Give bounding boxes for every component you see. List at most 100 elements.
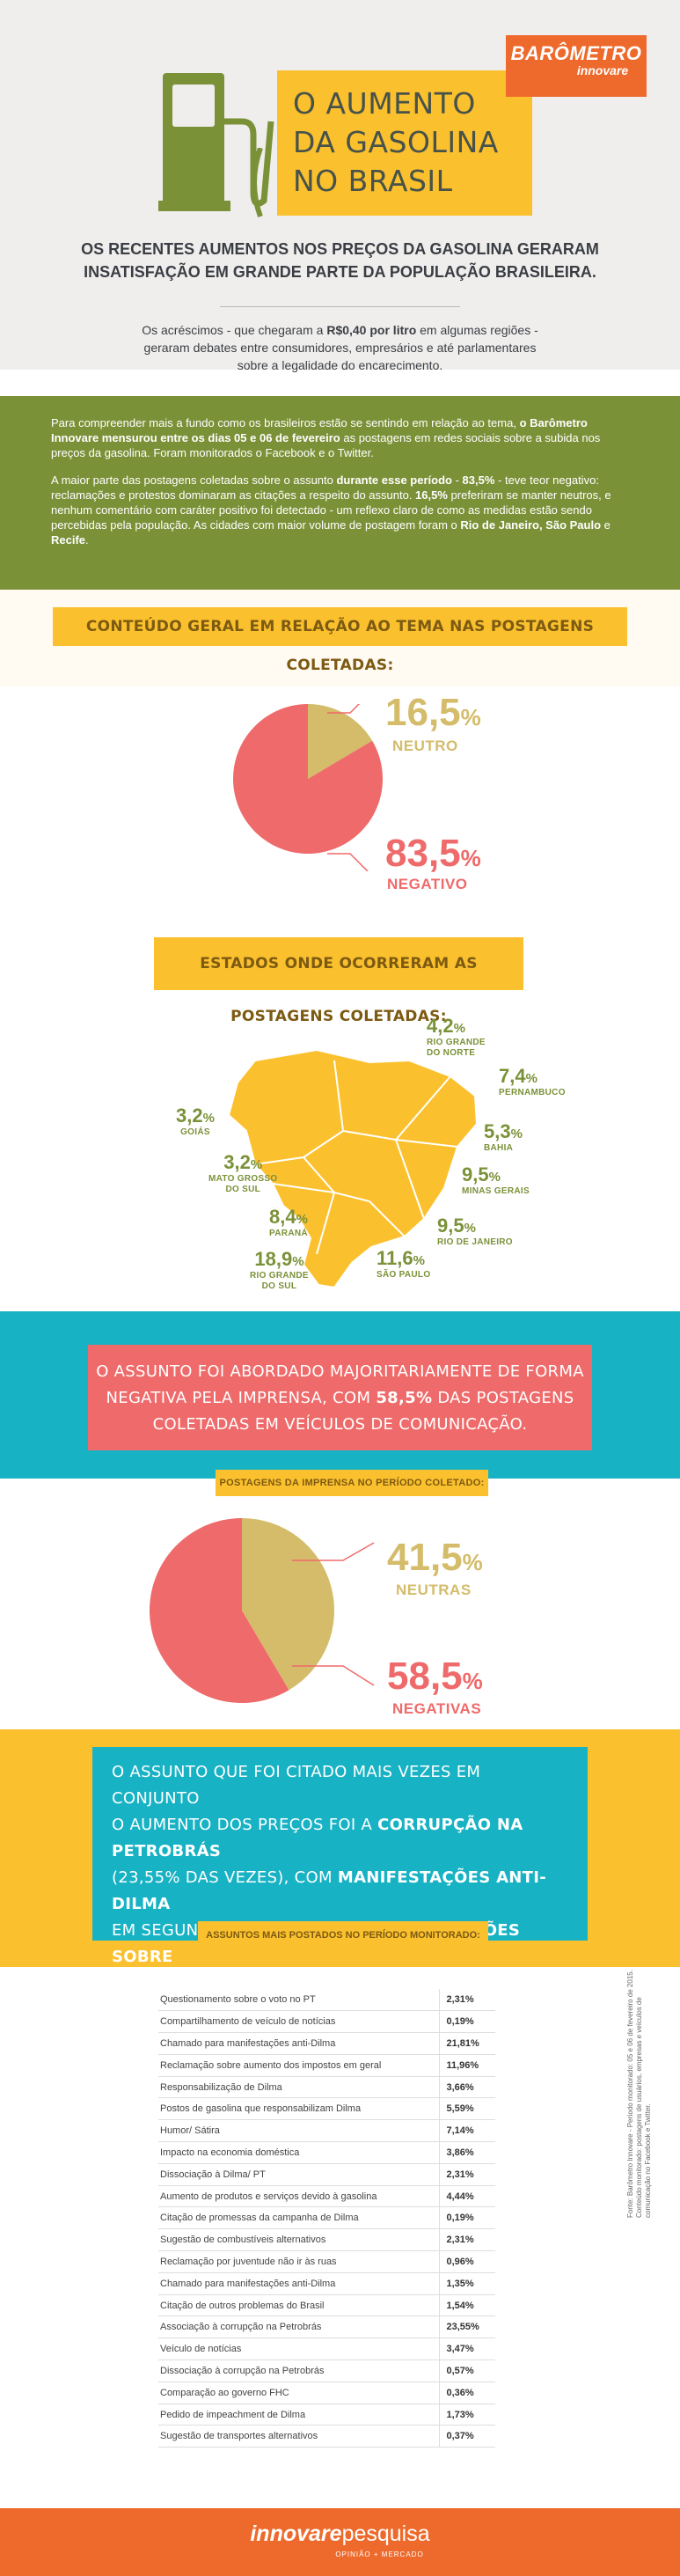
topic-label: Chamado para manifestações anti-Dilma bbox=[158, 2272, 439, 2295]
fuel-hose-icon bbox=[252, 148, 263, 218]
negative-pct-sign: % bbox=[460, 845, 481, 871]
topic-label: Dissociação à Dilma/ PT bbox=[158, 2163, 439, 2186]
topic-value: 0,19% bbox=[438, 2010, 495, 2034]
topics-line-5-a: O AUMENTO GERAL DOS IMPOSTOS bbox=[112, 1974, 434, 1993]
table-row: Postos de gasolina que responsabilizam D… bbox=[158, 2097, 495, 2121]
topic-label: Sugestão de transportes alternativos bbox=[158, 2425, 439, 2448]
intro-heading-line-1: OS RECENTES AUMENTOS NOS PREÇOS DA GASOL… bbox=[81, 240, 599, 258]
p2-k: . bbox=[85, 533, 89, 547]
state-pr-name: PARANÁ bbox=[269, 1229, 308, 1238]
press-negative-label: NEGATIVAS bbox=[392, 1700, 482, 1717]
pie2-leader-lines bbox=[292, 1542, 375, 1686]
neutral-label: NEUTRO bbox=[392, 738, 458, 754]
topic-value: 5,59% bbox=[438, 2097, 495, 2121]
intro-heading-line-2: INSATISFAÇÃO EM GRANDE PARTE DA POPULAÇÃ… bbox=[84, 263, 596, 281]
p2-f: 16,5% bbox=[415, 488, 448, 502]
methodology-paragraph-2: A maior parte das postagens coletadas so… bbox=[51, 473, 629, 547]
footer-brand-a: innovare bbox=[250, 2521, 342, 2546]
brazil-map bbox=[227, 1048, 479, 1289]
state-label-sp: 11,6% SÃO PAULO bbox=[377, 1247, 431, 1280]
intro-text-c: em algumas regiões - geraram debates ent… bbox=[143, 323, 538, 372]
state-ba-value: 5,3 bbox=[484, 1120, 511, 1142]
topic-value: 1,35% bbox=[438, 2272, 495, 2295]
section1-banner: CONTEÚDO GERAL EM RELAÇÃO AO TEMA NAS PO… bbox=[53, 607, 627, 674]
p1-a: Para compreender mais a fundo como os br… bbox=[51, 416, 520, 429]
state-pe-value: 7,4 bbox=[499, 1065, 526, 1087]
methodology-section: Para compreender mais a fundo como os br… bbox=[0, 396, 680, 590]
negative-value: 83,5 bbox=[385, 832, 461, 875]
p2-i: e bbox=[601, 518, 611, 532]
topic-value: 0,36% bbox=[438, 2382, 495, 2404]
press-summary-box: O ASSUNTO FOI ABORDADO MAJORITARIAMENTE … bbox=[88, 1345, 592, 1450]
press-line-2-b: 58,5% bbox=[376, 1389, 433, 1407]
p2-b: durante esse período bbox=[336, 473, 452, 487]
topic-value: 3,66% bbox=[438, 2076, 495, 2099]
state-label-rs: 18,9% RIO GRANDE DO SUL bbox=[250, 1248, 309, 1291]
topic-label: Reclamação por juventude não ir às ruas bbox=[158, 2250, 439, 2273]
topic-label: Sugestão de combustíveis alternativos bbox=[158, 2228, 439, 2252]
barometro-badge: BARÔMETRO innovare bbox=[506, 35, 647, 97]
table-row: Sugestão de transportes alternativos 0,37… bbox=[158, 2425, 495, 2448]
topic-label: Questionamento sobre o voto no PT bbox=[158, 1989, 439, 2012]
state-label-rj: 9,5% RIO DE JANEIRO bbox=[437, 1215, 513, 1247]
topic-value: 3,47% bbox=[438, 2337, 495, 2361]
state-label-mg: 9,5% MINAS GERAIS bbox=[462, 1163, 530, 1196]
state-sp-value: 11,6 bbox=[377, 1247, 413, 1269]
source-line-2: Conteúdo monitorado: postagens de usuári… bbox=[635, 1997, 652, 2218]
table-row: Sugestão de combustíveis alternativos 2,3… bbox=[158, 2228, 495, 2252]
table-row: Questionamento sobre o voto no PT 2,31% bbox=[158, 1989, 495, 2012]
topic-label: Reclamação sobre aumento dos impostos em… bbox=[158, 2054, 439, 2077]
title-line-2: DA GASOLINA bbox=[293, 125, 499, 159]
topic-value: 23,55% bbox=[438, 2315, 495, 2339]
topic-value: 0,37% bbox=[438, 2425, 495, 2448]
p2-e: - teve teor negativo: reclamações e prot… bbox=[51, 473, 599, 502]
table-row: Chamado para manifestações anti-Dilma 21,… bbox=[158, 2032, 495, 2055]
topics-banner: ASSUNTOS MAIS POSTADOS NO PERÍODO MONITO… bbox=[198, 1921, 488, 1949]
badge-brand: BARÔMETRO bbox=[510, 42, 642, 64]
state-rj-value: 9,5 bbox=[437, 1215, 464, 1237]
table-row: Humor/ Sátira 7,14% bbox=[158, 2119, 495, 2143]
pie-leader-lines bbox=[327, 704, 369, 871]
footer-logo: innovarepesquisa bbox=[0, 2521, 680, 2547]
table-row: Reclamação sobre aumento dos impostos em… bbox=[158, 2054, 495, 2077]
state-sp-name: SÃO PAULO bbox=[377, 1270, 431, 1280]
press-negative-percent: 58,5% bbox=[387, 1655, 483, 1699]
state-pr-value: 8,4 bbox=[269, 1206, 296, 1228]
state-label-ba: 5,3% BAHIA bbox=[484, 1120, 523, 1153]
topic-label: Postos de gasolina que responsabilizam D… bbox=[158, 2097, 439, 2121]
topic-value: 0,96% bbox=[438, 2250, 495, 2273]
methodology-paragraph-1: Para compreender mais a fundo como os br… bbox=[51, 415, 629, 460]
state-label-rn: 4,2% RIO GRANDE DO NORTE bbox=[427, 1015, 486, 1058]
footer-brand-b: pesquisa bbox=[341, 2521, 430, 2546]
title-line-1: O AUMENTO bbox=[293, 86, 476, 121]
pie-slice-negativo bbox=[233, 704, 383, 854]
divider bbox=[220, 306, 460, 307]
press-line-1: O ASSUNTO FOI ABORDADO MAJORITARIAMENTE … bbox=[96, 1362, 584, 1381]
press-neutral-value: 41,5 bbox=[387, 1536, 463, 1579]
topics-line-3-b: MANIFESTAÇÕES ANTI-DILMA bbox=[112, 1868, 547, 1913]
topics-line-5-b: (11,96%). bbox=[433, 1974, 519, 1993]
badge-sub: innovare bbox=[576, 63, 629, 77]
table-row: Impacto na economia doméstica 3,86% bbox=[158, 2141, 495, 2164]
state-label-pr: 8,4% PARANÁ bbox=[269, 1206, 308, 1238]
pie-slice-negativas bbox=[150, 1518, 289, 1703]
gas-pump-icon bbox=[158, 73, 274, 211]
table-row: Compartilhamento de veículo de notícias 0… bbox=[158, 2010, 495, 2034]
state-label-pe: 7,4% PERNAMBUCO bbox=[499, 1065, 566, 1097]
press-neutral-percent: 41,5% bbox=[387, 1536, 483, 1580]
state-ms-name: MATO GROSSO bbox=[208, 1174, 278, 1184]
topic-label: Citação de promessas da campanha de Dilm… bbox=[158, 2206, 439, 2230]
topic-label: Compartilhamento de veículo de notícias bbox=[158, 2010, 439, 2034]
topics-table: Questionamento sobre o voto no PT 2,31% Co… bbox=[158, 1989, 495, 2448]
topic-label: Citação de outros problemas do Brasil bbox=[158, 2294, 439, 2317]
table-row: Responsabilização de Dilma 3,66% bbox=[158, 2076, 495, 2099]
press-line-2-c: DAS POSTAGENS bbox=[432, 1389, 574, 1407]
pie-chart-general bbox=[233, 704, 383, 854]
table-row: Veículo de notícias 3,47% bbox=[158, 2337, 495, 2361]
topic-value: 21,81% bbox=[438, 2032, 495, 2055]
topics-summary-box: O ASSUNTO QUE FOI CITADO MAIS VEZES EM C… bbox=[92, 1747, 588, 1993]
topic-label: Humor/ Sátira bbox=[158, 2119, 439, 2143]
topic-label: Veículo de notícias bbox=[158, 2337, 439, 2361]
source-line-1: Fonte: Barômetro Innovare - Período moni… bbox=[626, 1970, 634, 2218]
topic-value: 2,31% bbox=[438, 2228, 495, 2252]
